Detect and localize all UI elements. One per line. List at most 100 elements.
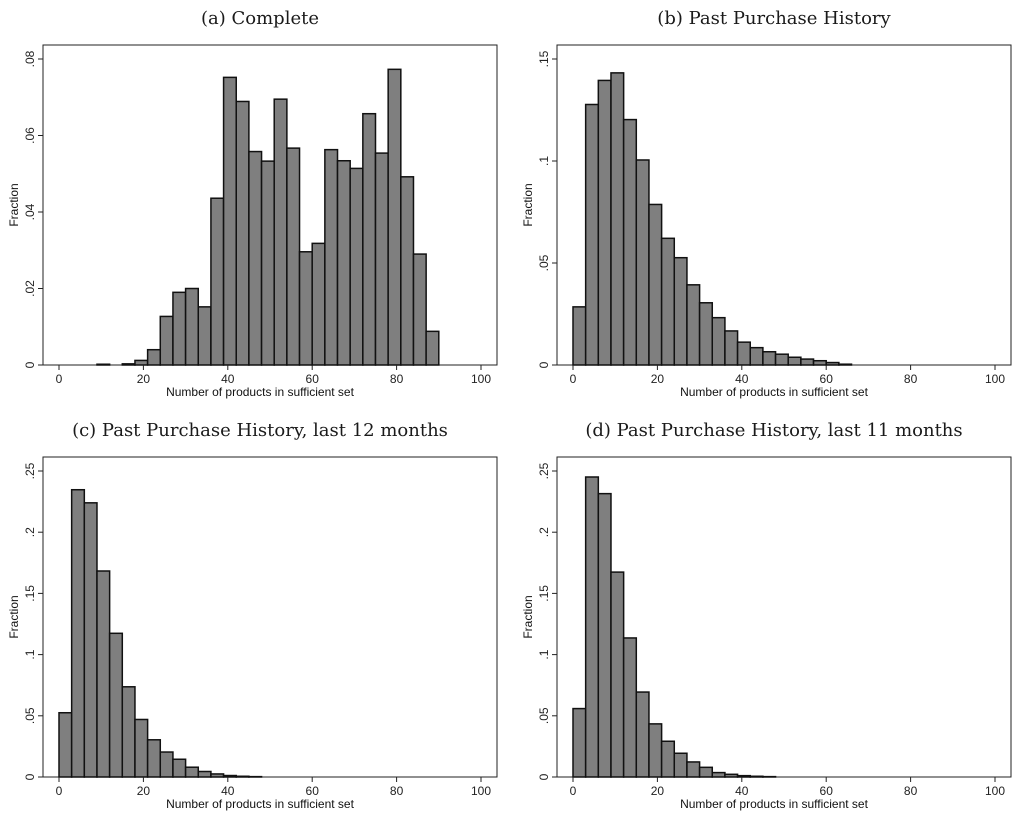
x-tick-label: 40 [735,372,749,386]
histogram-bar [388,69,401,365]
y-tick-label: .05 [23,707,37,724]
y-tick-label: .15 [537,50,551,67]
histogram-last-12-months: (c) Past Purchase History, last 12 month… [0,412,514,823]
histogram-bar [300,252,313,365]
x-tick-label: 20 [651,372,665,386]
histogram-bar [211,198,224,365]
histogram-bar [186,767,199,777]
histogram-bar [262,161,275,365]
histogram-bar [738,776,751,777]
histogram-bar [236,101,249,365]
x-axis-label: Number of products in sufficient set [166,797,355,811]
histogram-bar [110,633,123,777]
y-tick-label: .04 [23,203,37,220]
histogram-bar [224,776,237,777]
histogram-bar [750,348,763,365]
chart-title: (a) Complete [201,8,319,29]
histogram-complete: (a) Complete 0 20 40 60 80 100 0 .02 .04 .06 .08 Num… [0,0,514,412]
y-tick-label: .25 [23,462,37,479]
histogram-bar [72,490,85,777]
y-axis-label: Fraction [521,595,535,638]
histogram-bar [173,292,186,365]
histogram-bar [700,303,713,365]
y-tick-label: .1 [23,649,37,659]
histogram-bar [712,773,725,777]
x-tick-label: 40 [221,372,235,386]
x-axis-label: Number of products in sufficient set [680,385,869,399]
y-tick-label: .15 [23,585,37,602]
x-tick-label: 80 [390,372,404,386]
histogram-bar [122,687,135,777]
y-axis-label: Fraction [7,183,21,226]
y-tick-label: .1 [537,649,551,659]
y-tick-label: .05 [537,254,551,271]
histogram-bar [160,316,173,365]
y-tick-label: .05 [537,707,551,724]
x-axis-label: Number of products in sufficient set [680,797,869,811]
x-tick-label: 20 [651,784,665,798]
y-tick-label: .15 [537,585,551,602]
histogram-bar [586,477,599,777]
histogram-bar [198,307,211,365]
y-tick-label: .08 [23,50,37,67]
histogram-bar [662,238,675,365]
histogram-bar [84,503,97,777]
histogram-bar [97,571,110,777]
y-tick-label: .06 [23,127,37,144]
panel-a: (a) Complete 0 20 40 60 80 100 0 .02 .04 .06 .08 Num… [0,0,514,412]
x-tick-label: 60 [820,784,834,798]
x-tick-label: 20 [137,784,151,798]
histogram-bar [97,364,110,365]
y-tick-label: .1 [537,156,551,166]
x-tick-label: 0 [570,372,577,386]
x-tick-label: 100 [985,784,1005,798]
histogram-bar [211,774,224,777]
histogram-bar [312,243,325,365]
x-tick-label: 0 [56,372,63,386]
histogram-bar [198,771,211,777]
x-tick-label: 60 [306,784,320,798]
chart-title: (d) Past Purchase History, last 11 month… [585,420,962,441]
histogram-bar [738,342,751,365]
y-tick-label: 0 [23,773,37,780]
x-tick-label: 40 [221,784,235,798]
y-tick-label: .25 [537,462,551,479]
histogram-bar [700,767,713,777]
histogram-bar [674,258,687,365]
histogram-bar [763,352,776,365]
panel-d: (d) Past Purchase History, last 11 month… [514,412,1028,824]
histogram-bar [776,354,789,365]
y-tick-label: .02 [23,280,37,297]
histogram-bar [674,753,687,777]
histogram-bar [148,350,161,365]
x-tick-label: 20 [137,372,151,386]
histogram-bar [687,285,700,365]
histogram-bar [624,638,637,777]
histogram-bar [624,120,637,365]
histogram-bar [236,776,249,777]
histogram-bar [338,161,351,365]
histogram-bar [611,73,624,365]
y-axis-label: Fraction [7,595,21,638]
x-tick-label: 80 [904,784,918,798]
x-tick-label: 80 [904,372,918,386]
x-tick-label: 80 [390,784,404,798]
histogram-bar [636,692,649,777]
y-tick-label: 0 [537,361,551,368]
x-tick-label: 100 [471,372,491,386]
histogram-bar [350,168,363,365]
x-tick-label: 0 [56,784,63,798]
histogram-bar [287,148,300,365]
chart-title: (c) Past Purchase History, last 12 month… [72,420,448,441]
y-tick-label: .2 [537,527,551,537]
histogram-bar [801,359,814,365]
histogram-bar [363,114,376,365]
y-tick-label: 0 [23,361,37,368]
x-axis-label: Number of products in sufficient set [166,385,355,399]
histogram-bar [426,331,439,365]
histogram-bar [59,713,72,777]
histogram-bar [725,774,738,777]
x-tick-label: 60 [306,372,320,386]
